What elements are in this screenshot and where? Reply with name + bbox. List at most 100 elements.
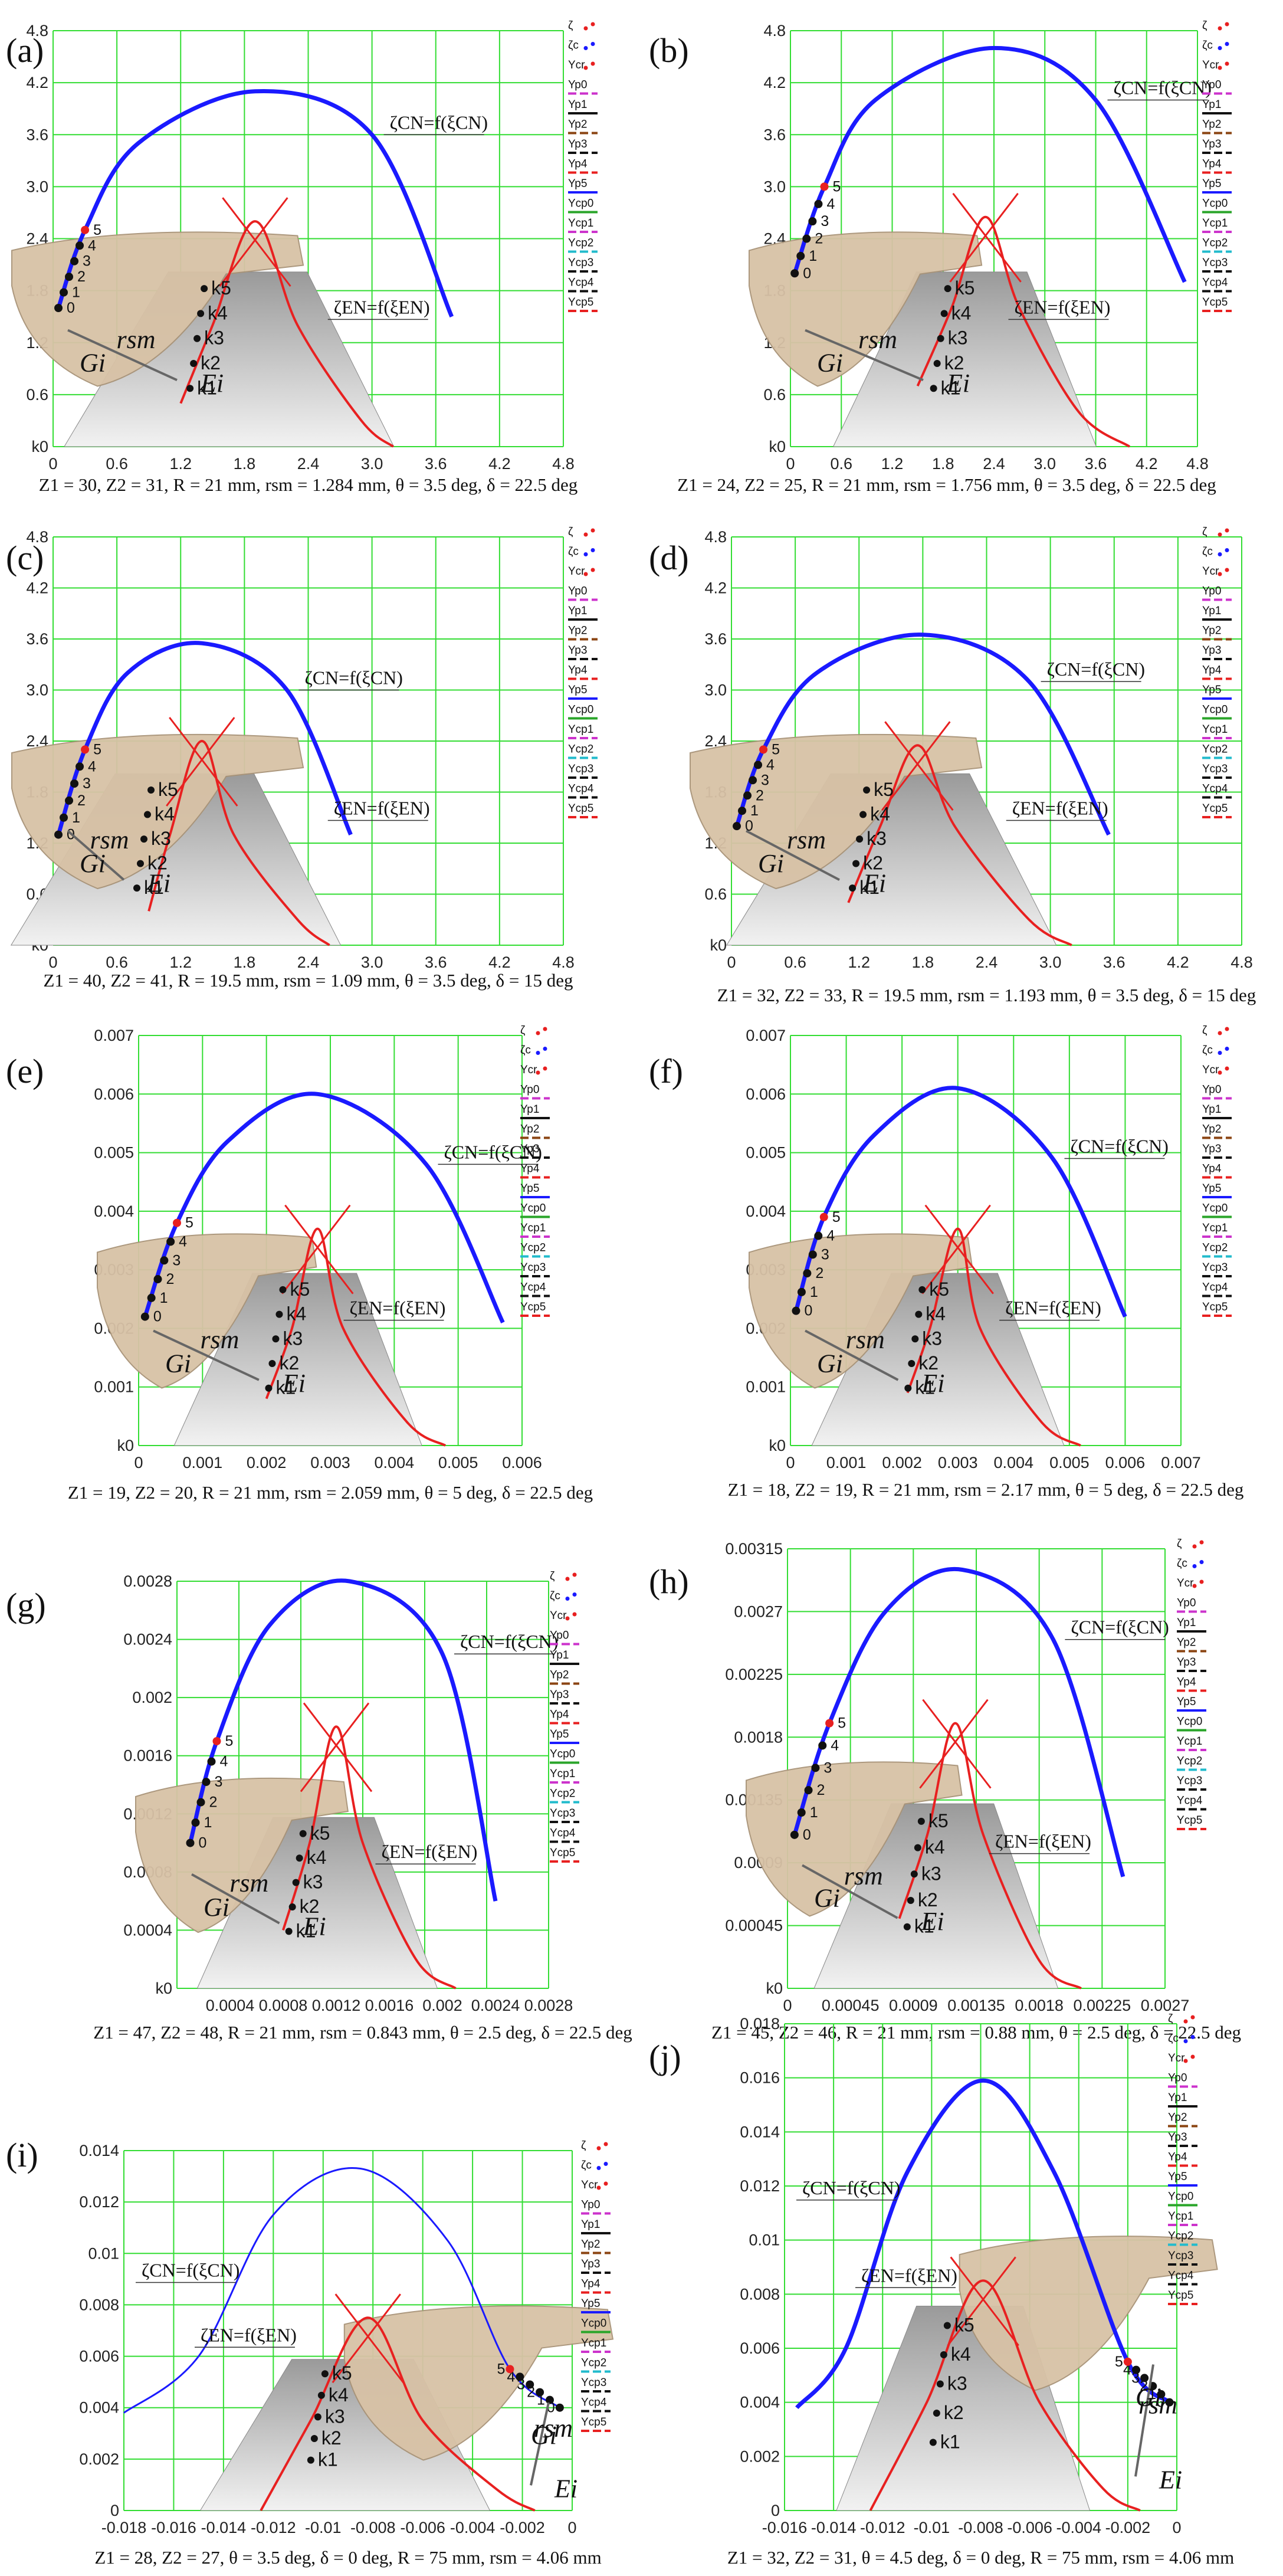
x-tick-label: 1.2: [881, 455, 904, 473]
x-tick-label: 2.4: [983, 455, 1005, 473]
contact-k-marker: [936, 2380, 944, 2388]
y-tick-label: 0.01: [749, 2231, 780, 2249]
contact-point-number: 4: [88, 237, 96, 254]
panel-letter: (b): [649, 31, 689, 70]
legend-entry-label: Yp3: [1168, 2131, 1187, 2144]
legend-entry-label: ζ: [581, 2139, 586, 2152]
panel-caption: Z1 = 45, Z2 = 46, R = 21 mm, rsm = 0.88 …: [711, 2022, 1241, 2043]
y-tick-label: 0.01: [88, 2244, 119, 2262]
legend-entry-label: Ycr: [1202, 59, 1219, 71]
x-tick-label: -0.01: [305, 2519, 342, 2536]
contact-point-number: 1: [750, 802, 759, 819]
contact-point-number: 4: [766, 756, 775, 773]
legend-entry-label: Ycp4: [1202, 277, 1228, 289]
legend-entry-label: Yp2: [550, 1669, 569, 1682]
contact-k-marker: [317, 2391, 325, 2399]
contact-k-marker: [856, 835, 864, 843]
contact-point-number: 2: [77, 268, 86, 285]
zeta-c-label: ζCN=f(ξCN): [460, 1631, 558, 1652]
k-label: k4: [286, 1303, 306, 1325]
k-label: k4: [870, 804, 890, 825]
legend-dot: [1218, 65, 1222, 70]
k-label: k4: [925, 1837, 945, 1858]
zeta-c-label: ζCN=f(ξCN): [1114, 77, 1212, 99]
rsm-arrow: [802, 1864, 898, 1919]
x-tick-label: -0.008: [350, 2519, 396, 2536]
legend-entry-label: Yp1: [581, 2218, 600, 2231]
contact-point-marker: [191, 1818, 200, 1827]
x-tick-label: -0.004: [1056, 2519, 1101, 2536]
cusp-lines: [949, 192, 1022, 283]
legend-entry-label: Ycr: [568, 59, 585, 71]
legend-dot: [572, 1592, 577, 1597]
x-tick-label: 1.8: [932, 455, 954, 473]
gear-body-shape: [690, 733, 983, 890]
contact-point-number: 0: [67, 300, 75, 316]
legend-dot: [583, 26, 588, 31]
y-tick-label: 0.002: [79, 2450, 119, 2468]
legend-entry-label: Yp5: [1202, 684, 1221, 696]
y-tick-label: 0.008: [79, 2296, 119, 2313]
cusp-lines: [919, 1699, 992, 1789]
k-label: k3: [151, 828, 171, 849]
legend-entry-label: Yp4: [568, 664, 588, 677]
contact-point-number: 0: [1157, 2394, 1165, 2411]
legend-entry-label: ζc: [520, 1044, 531, 1057]
rsm-label: rsm: [229, 1869, 268, 1897]
zeta-e-curve: [147, 739, 330, 946]
legend-dot: [536, 1070, 540, 1075]
legend-entry-label: Ycp1: [568, 217, 593, 230]
legend-entry-label: Ycp4: [568, 277, 594, 289]
y-tick-label: 0.016: [740, 2069, 780, 2087]
x-tick-label: 4.8: [1231, 953, 1253, 971]
legend-dot: [1183, 2059, 1188, 2063]
rsm-label: rsm: [846, 1325, 885, 1354]
legend-dot: [572, 1572, 577, 1577]
y-tick-label: 0.005: [746, 1144, 786, 1162]
legend-entry-label: Ycp2: [1202, 237, 1228, 250]
contact-k-marker: [288, 1903, 296, 1910]
x-tick-label: 0.0016: [365, 1997, 414, 2014]
legend-entry-label: Yp5: [568, 684, 587, 696]
contact-point-marker: [1123, 2357, 1132, 2366]
y-tick-label: 0.005: [94, 1144, 134, 1162]
legend-entry-label: ζc: [568, 40, 579, 52]
zeta-c-curve: [56, 641, 353, 836]
y-tick-label: k0: [155, 1979, 172, 1997]
contact-point-number: 0: [199, 1835, 207, 1851]
legend-entry-label: Yp2: [581, 2239, 600, 2251]
legend-entry-label: Yp4: [568, 158, 588, 171]
cusp-lines: [332, 2293, 404, 2384]
legend-entry-label: Ycp3: [568, 763, 593, 775]
x-tick-label: 1.8: [912, 953, 934, 971]
y-tick-label: 3.6: [763, 126, 786, 143]
legend-entry-label: Yp5: [550, 1728, 569, 1741]
legend-entry-label: Ycp0: [1168, 2191, 1193, 2203]
legend-dot: [590, 22, 595, 27]
contact-point-marker: [808, 217, 817, 226]
x-tick-label: 0.0009: [889, 1997, 938, 2014]
cusp-lines: [300, 1702, 373, 1792]
legend-dot: [565, 1616, 570, 1621]
zeta-e-label: ζEN=f(ξEN): [382, 1841, 478, 1862]
y-tick-label: 4.2: [26, 579, 48, 597]
legend-entry-label: Ycp3: [1202, 763, 1228, 775]
legend-dot: [1192, 1584, 1197, 1588]
contact-point-number: 3: [83, 775, 91, 792]
rsm-label: rsm: [787, 825, 826, 854]
contact-k-marker: [190, 360, 198, 367]
e-i-label: Ei: [147, 869, 170, 897]
legend-dot: [596, 2185, 601, 2190]
x-tick-label: -0.006: [1007, 2519, 1052, 2536]
panel-caption: Z1 = 32, Z2 = 31, θ = 4.5 deg, δ = 0 deg…: [727, 2547, 1234, 2568]
x-tick-label: 4.2: [1136, 455, 1158, 473]
rsm-arrow: [530, 2402, 550, 2486]
legend-entry-label: Ycp5: [1202, 802, 1228, 815]
x-tick-label: -0.012: [251, 2519, 296, 2536]
contact-point-marker: [733, 822, 741, 831]
legend-entry-label: Ycp1: [1177, 1735, 1202, 1748]
y-tick-label: 3.0: [704, 681, 727, 699]
contact-point-marker: [818, 1741, 827, 1750]
contact-point-number: 0: [804, 1303, 812, 1319]
